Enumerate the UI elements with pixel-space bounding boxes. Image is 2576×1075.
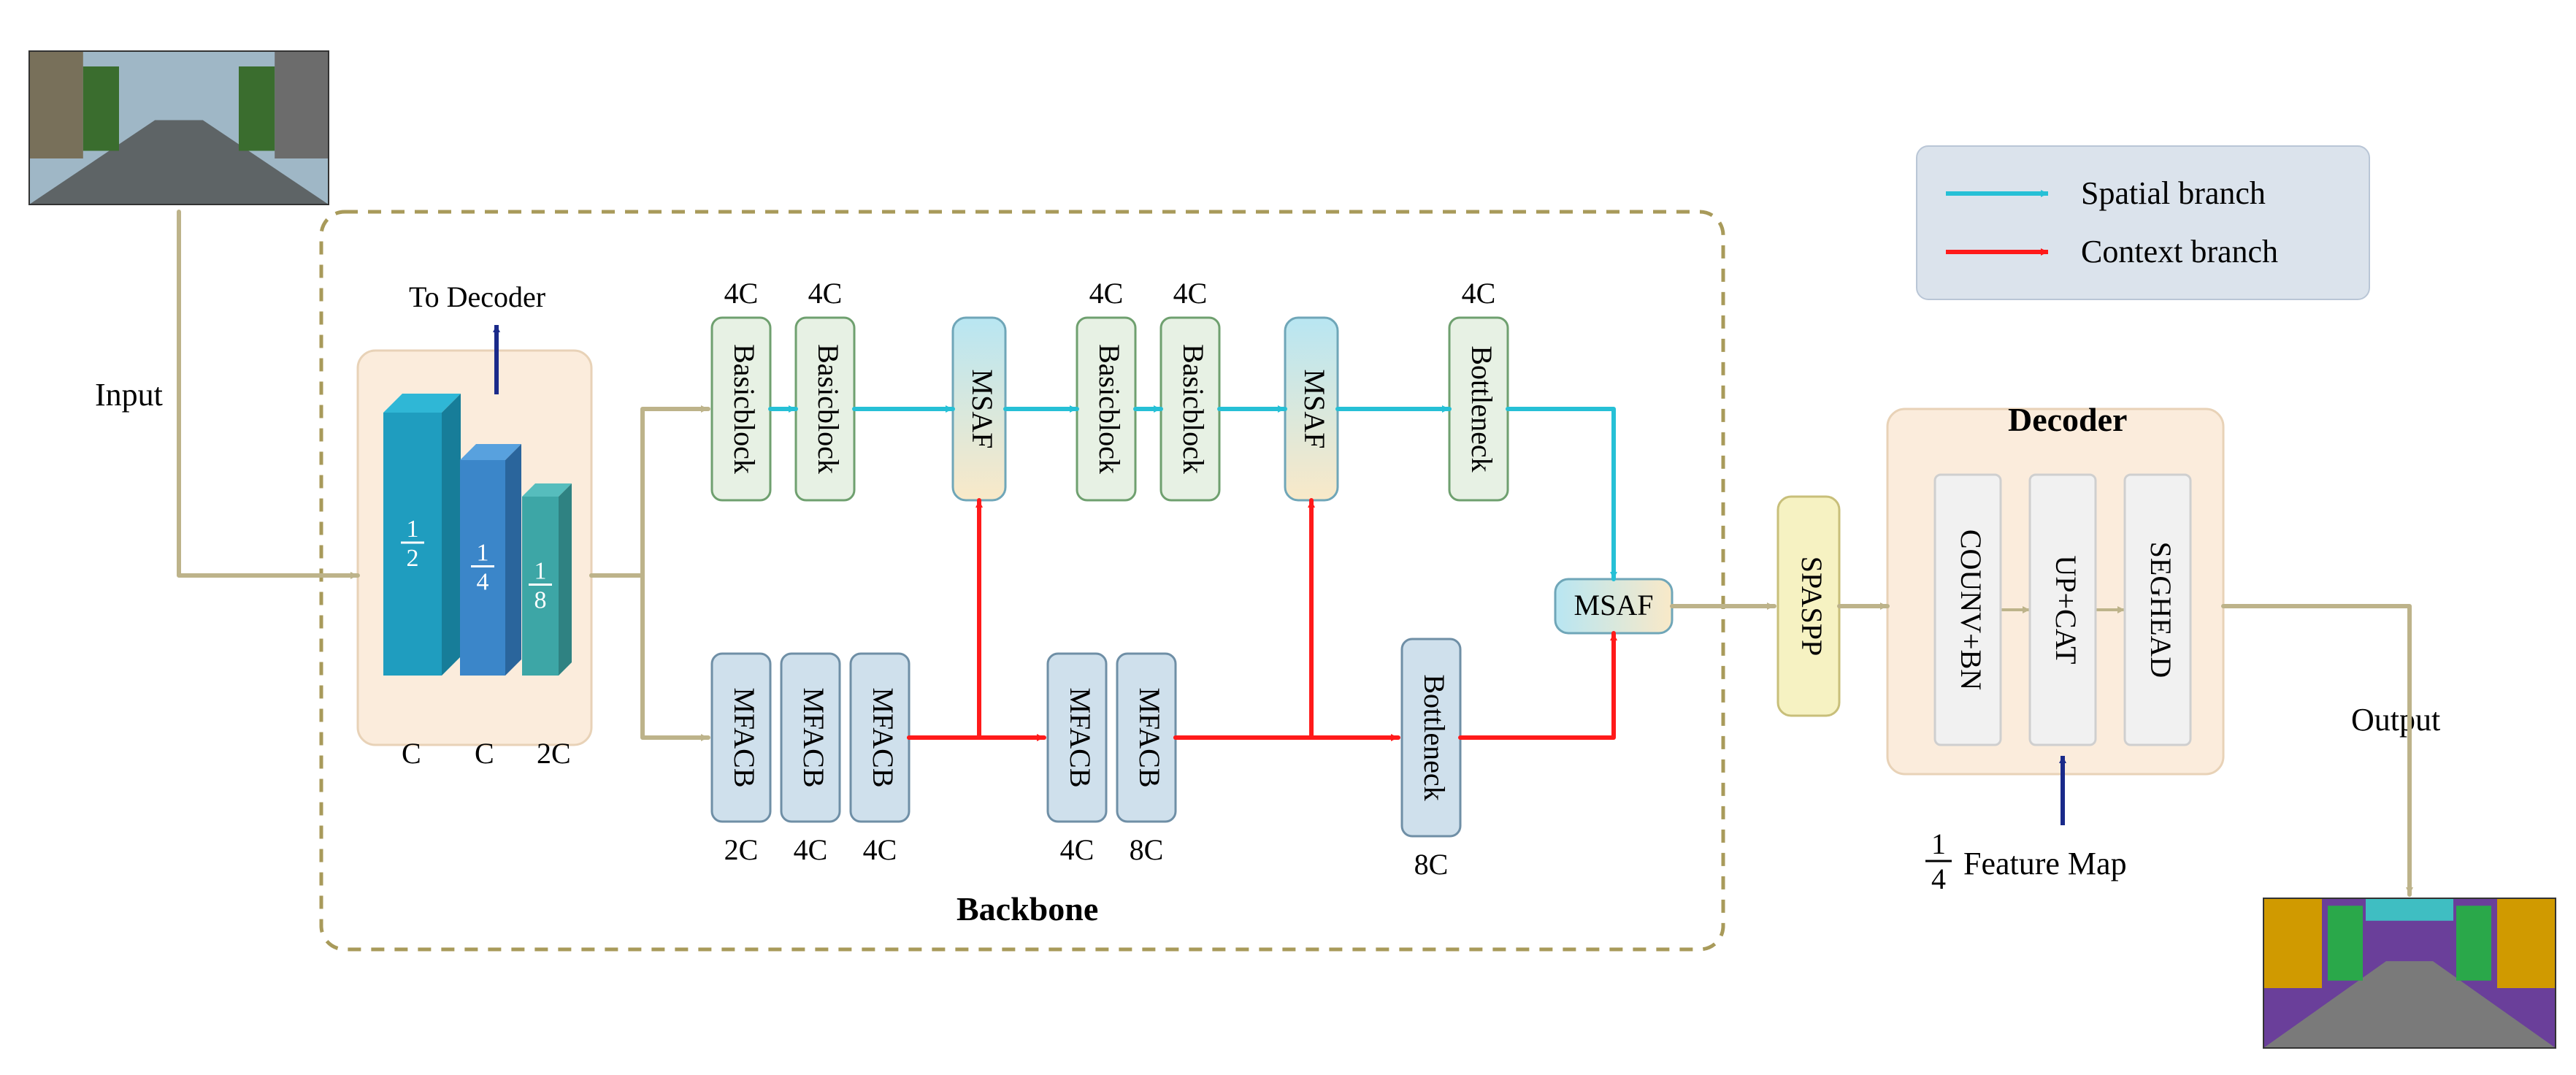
spatial-top-0: 4C xyxy=(724,277,759,310)
input-label: Input xyxy=(95,377,163,413)
context-mfacb-1: MFACB xyxy=(781,654,840,822)
svg-text:MSAF: MSAF xyxy=(1574,589,1654,621)
flow-stem-to-context xyxy=(591,575,708,738)
legend: Spatial branch Context branch xyxy=(1917,146,2369,299)
stem-c-0: C xyxy=(402,737,421,770)
svg-text:MFACB: MFACB xyxy=(1064,687,1097,787)
svg-text:MSAF: MSAF xyxy=(966,370,999,449)
svg-text:1: 1 xyxy=(1931,827,1946,860)
context-bot-0: 2C xyxy=(724,833,759,866)
spatial-basicblock-1: Basicblock xyxy=(796,318,854,500)
context-bot-2: 4C xyxy=(863,833,897,866)
context-mfacb-4: MFACB xyxy=(1117,654,1176,822)
output-image xyxy=(2263,898,2556,1048)
svg-text:Basicblock: Basicblock xyxy=(728,344,761,474)
svg-text:Bottleneck: Bottleneck xyxy=(1465,345,1498,472)
flow-decoder-to-output xyxy=(2223,606,2410,895)
to-decoder-label: To Decoder xyxy=(409,280,545,313)
spatial-arrow-6 xyxy=(1508,409,1614,579)
spatial-basicblock-4: Basicblock xyxy=(1161,318,1219,500)
input-image xyxy=(29,51,329,204)
svg-text:1: 1 xyxy=(534,558,547,585)
context-arrow-0 xyxy=(909,500,979,738)
context-bot-5: 8C xyxy=(1414,848,1449,881)
svg-text:Bottleneck: Bottleneck xyxy=(1418,674,1451,800)
spatial-msaf-5: MSAF xyxy=(1285,318,1338,500)
svg-text:MFACB: MFACB xyxy=(797,687,830,787)
stem-c-1: C xyxy=(475,737,494,770)
svg-text:8: 8 xyxy=(534,587,547,614)
spatial-top-3: 4C xyxy=(1089,277,1124,310)
spatial-msaf-2: MSAF xyxy=(953,318,1005,500)
output-label: Output xyxy=(2351,702,2440,738)
legend-spatial: Spatial branch xyxy=(2081,175,2266,211)
svg-text:UP+CAT: UP+CAT xyxy=(2050,555,2082,664)
spatial-top-4: 4C xyxy=(1173,277,1208,310)
context-bot-3: 4C xyxy=(1060,833,1095,866)
context-mfacb-3: MFACB xyxy=(1048,654,1106,822)
svg-text:MFACB: MFACB xyxy=(1133,687,1166,787)
spatial-bottleneck-6: Bottleneck xyxy=(1449,318,1508,500)
svg-text:Basicblock: Basicblock xyxy=(1093,344,1126,474)
svg-text:1: 1 xyxy=(477,540,489,567)
context-arrow-4 xyxy=(1460,633,1614,738)
stem-group: 121418CC2C xyxy=(358,351,591,770)
spatial-basicblock-0: Basicblock xyxy=(712,318,770,500)
spatial-top-6: 4C xyxy=(1462,277,1496,310)
spaspp-block: SPASPP xyxy=(1778,497,1839,716)
decoder-block-2: SEGHEAD xyxy=(2125,475,2190,745)
legend-context: Context branch xyxy=(2081,234,2278,269)
svg-text:SPASPP: SPASPP xyxy=(1795,556,1828,656)
flow-input-to-stem xyxy=(179,212,358,575)
svg-text:Basicblock: Basicblock xyxy=(812,344,845,474)
svg-text:Basicblock: Basicblock xyxy=(1177,344,1210,474)
context-mfacb-2: MFACB xyxy=(851,654,909,822)
feature-map-label: Feature Map xyxy=(1963,846,2127,881)
context-bot-4: 8C xyxy=(1130,833,1164,866)
decoder-block-0: COUNV+BN xyxy=(1935,475,2001,745)
context-bottleneck-5: Bottleneck xyxy=(1402,639,1460,836)
svg-text:MFACB: MFACB xyxy=(867,687,900,787)
svg-text:MFACB: MFACB xyxy=(728,687,761,787)
backbone-label: Backbone xyxy=(957,890,1098,927)
svg-text:SEGHEAD: SEGHEAD xyxy=(2144,542,2177,678)
svg-text:4: 4 xyxy=(1931,862,1946,895)
svg-text:MSAF: MSAF xyxy=(1298,370,1331,449)
msaf-out: MSAF xyxy=(1555,579,1672,633)
context-arrow-2 xyxy=(1176,500,1311,738)
stem-c-2: 2C xyxy=(537,737,571,770)
svg-text:4: 4 xyxy=(477,569,489,596)
spatial-top-1: 4C xyxy=(808,277,843,310)
decoder-label: Decoder xyxy=(2008,401,2127,438)
flow-stem-to-spatial xyxy=(591,409,708,575)
svg-text:COUNV+BN: COUNV+BN xyxy=(1955,529,1987,690)
spatial-basicblock-3: Basicblock xyxy=(1077,318,1135,500)
context-bot-1: 4C xyxy=(794,833,828,866)
svg-text:2: 2 xyxy=(407,545,419,572)
decoder-block-1: UP+CAT xyxy=(2030,475,2096,745)
svg-text:1: 1 xyxy=(407,516,419,543)
context-mfacb-0: MFACB xyxy=(712,654,770,822)
